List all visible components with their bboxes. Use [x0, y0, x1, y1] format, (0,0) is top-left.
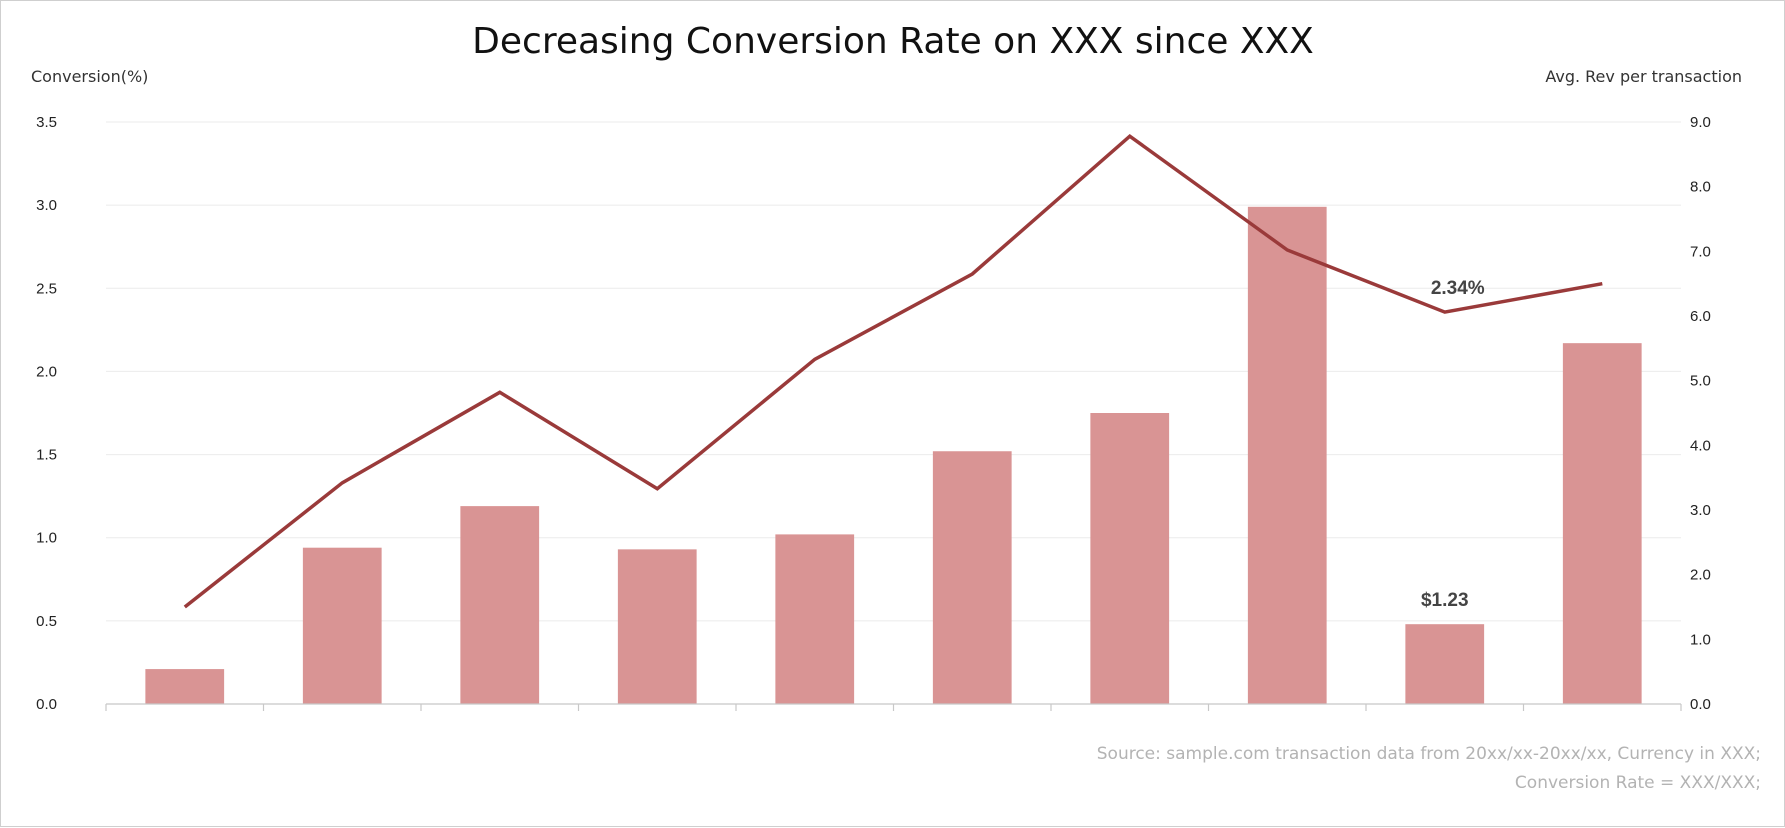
bar — [617, 549, 697, 704]
bar-data-label: $1.23 — [1421, 590, 1469, 611]
bar — [1247, 206, 1327, 704]
right-tick-label: 8.0 — [1690, 179, 1711, 196]
bar — [145, 669, 225, 704]
right-axis-ticks: 0.0 1.0 2.0 3.0 4.0 5.0 6.0 7.0 8.0 9.0 — [1690, 114, 1711, 713]
right-tick-label: 9.0 — [1690, 114, 1711, 131]
source-note-line-1: Source: sample.com transaction data from… — [1097, 744, 1761, 764]
bar — [1090, 413, 1170, 704]
bar — [460, 506, 540, 704]
bar — [1562, 343, 1642, 704]
y-axis-title-right: Avg. Rev per transaction — [1545, 67, 1742, 86]
source-note-line-2: Conversion Rate = XXX/XXX; — [1515, 773, 1761, 793]
line-data-label: 2.34% — [1431, 278, 1485, 299]
series-line — [183, 133, 1603, 609]
left-tick-label: 0.0 — [36, 696, 57, 713]
right-tick-label: 7.0 — [1690, 243, 1711, 260]
right-tick-label: 0.0 — [1690, 696, 1711, 713]
left-tick-label: 1.0 — [36, 530, 57, 547]
line-series — [183, 133, 1603, 609]
bar-series — [145, 206, 1642, 704]
left-axis-ticks: 0.0 0.5 1.0 1.5 2.0 2.5 3.0 3.5 — [36, 114, 57, 713]
bar — [775, 534, 855, 704]
right-tick-label: 1.0 — [1690, 631, 1711, 648]
x-axis — [105, 703, 1682, 711]
right-tick-label: 4.0 — [1690, 437, 1711, 454]
chart-title: Decreasing Conversion Rate on XXX since … — [472, 21, 1314, 62]
bar — [932, 451, 1012, 704]
left-tick-label: 1.5 — [36, 447, 57, 464]
right-tick-label: 2.0 — [1690, 567, 1711, 584]
right-tick-label: 6.0 — [1690, 308, 1711, 325]
left-tick-label: 3.0 — [36, 197, 57, 214]
left-tick-label: 3.5 — [36, 114, 57, 131]
bar — [302, 547, 382, 704]
left-tick-label: 2.0 — [36, 363, 57, 380]
left-tick-label: 0.5 — [36, 613, 57, 630]
gridlines — [106, 121, 1681, 622]
bar — [1405, 624, 1485, 704]
right-tick-label: 5.0 — [1690, 373, 1711, 390]
left-tick-label: 2.5 — [36, 280, 57, 297]
y-axis-title-left: Conversion(%) — [31, 67, 148, 86]
right-tick-label: 3.0 — [1690, 502, 1711, 519]
